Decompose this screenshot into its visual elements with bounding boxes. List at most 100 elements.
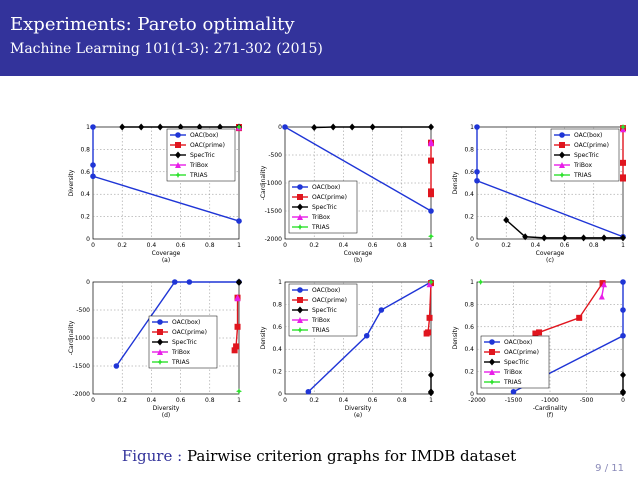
legend-label: TriBox [573, 162, 593, 169]
x-tick-label: 0.2 [117, 397, 127, 404]
legend-label: OAC(prime) [312, 194, 347, 201]
series-oac-box- [90, 124, 242, 224]
legend-label: SpecTric [190, 152, 215, 159]
data-point [138, 123, 145, 131]
y-axis-label: Density [452, 171, 459, 194]
series-tribox [426, 281, 433, 288]
legend-label: TRIAS [573, 172, 592, 179]
legend: OAC(box) OAC(prime) SpecTric TriBox TRIAS [166, 128, 236, 182]
y-axis-label: Density [260, 326, 267, 349]
x-tick-label: 0.6 [368, 397, 378, 404]
series-oac-box- [282, 124, 434, 214]
legend-marker [297, 214, 303, 220]
y-tick-label: 0.6 [80, 169, 90, 176]
data-point [620, 124, 626, 130]
y-tick-label: 0 [470, 391, 474, 398]
legend-marker [297, 184, 303, 190]
legend-label: SpecTric [172, 339, 197, 346]
x-tick-label: 0.4 [339, 397, 349, 404]
series-trias [428, 279, 434, 285]
legend-marker [297, 327, 303, 333]
series-line [476, 127, 624, 238]
x-tick-label: 0.4 [339, 242, 349, 249]
legend-marker [157, 319, 163, 325]
legend-marker [157, 329, 163, 335]
data-point [477, 279, 484, 285]
data-point [428, 279, 434, 285]
figure-caption: Figure : Pairwise criterion graphs for I… [0, 447, 638, 465]
series-trias [428, 233, 434, 240]
legend-marker [297, 297, 303, 303]
data-point [598, 293, 605, 300]
legend-label: TriBox [311, 317, 331, 324]
series-trias [236, 124, 242, 130]
series-line [513, 282, 624, 393]
chart-panel-c: 0 0.2 0.4 0.6 0.8 1 0 0.2 0.4 0.6 0.8 1 Coverage(c) D… [452, 124, 626, 264]
series-tribox [428, 138, 434, 147]
data-point [113, 363, 120, 369]
series-spectric [503, 216, 626, 242]
series-oac-box- [510, 279, 626, 395]
legend-label: TriBox [189, 162, 209, 169]
x-tick-label: 0.2 [309, 242, 319, 249]
legend: OAC(box) OAC(prime) SpecTric TriBox TRIAS [480, 335, 550, 389]
x-tick-label: 0.6 [176, 397, 186, 404]
data-point [428, 191, 434, 198]
data-point [541, 234, 548, 242]
legend-marker [297, 287, 303, 293]
legend-label: OAC(box) [574, 132, 602, 139]
data-point [599, 280, 606, 287]
legend-marker [489, 379, 495, 385]
x-axis-label: -Cardinality [533, 405, 568, 412]
data-point [428, 389, 434, 397]
data-point [536, 329, 543, 336]
series-line [115, 281, 239, 367]
y-tick-label: -1500 [265, 208, 283, 215]
x-axis-label: Diversity [153, 405, 180, 412]
data-point [474, 124, 480, 130]
data-point [428, 157, 434, 164]
y-tick-label: 0 [470, 236, 474, 243]
data-point [234, 323, 241, 330]
x-axis-label: Coverage [344, 250, 373, 257]
panel-label: (d) [162, 412, 171, 419]
x-tick-label: -2000 [468, 397, 486, 404]
data-point [428, 233, 434, 240]
legend-label: OAC(box) [190, 132, 218, 139]
data-point [426, 314, 433, 321]
data-point [426, 281, 433, 288]
y-tick-label: 0.8 [464, 301, 474, 308]
x-tick-label: 1 [621, 242, 625, 249]
legend-marker [297, 194, 303, 200]
y-tick-label: -1000 [73, 335, 91, 342]
panel-label: (c) [546, 257, 554, 264]
legend-marker [297, 203, 303, 211]
legend-label: TriBox [311, 214, 331, 221]
x-tick-label: 0.4 [147, 242, 157, 249]
legend-label: TriBox [171, 349, 191, 356]
data-point [532, 330, 539, 337]
chart-panel-d: 0 0.2 0.4 0.6 0.8 1 -2000 -1500 -1000 -500 0 Divers… [68, 278, 242, 419]
y-tick-label: -1000 [265, 180, 283, 187]
chart-panel-f: -2000 -1500 -1000 -500 0 0 0.2 0.4 0.6 0.8 1 -Cardi… [452, 279, 626, 419]
data-point [503, 216, 510, 224]
data-point [620, 371, 626, 379]
series-spectric [311, 123, 434, 132]
data-point [428, 371, 434, 379]
data-point [474, 177, 480, 184]
data-point [428, 140, 434, 147]
x-tick-label: 0 [475, 242, 479, 249]
y-axis-label: -Cardinality [260, 165, 267, 200]
data-point [561, 234, 568, 242]
y-tick-label: 1 [278, 279, 282, 286]
x-tick-label: 0 [621, 397, 625, 404]
data-point [157, 123, 164, 131]
data-point [186, 279, 193, 285]
x-tick-label: -500 [580, 397, 594, 404]
chart-panel-e: 0 0.2 0.4 0.6 0.8 1 0 0.2 0.4 0.6 0.8 1 Diversity(e)… [260, 279, 434, 419]
series-spectric [428, 371, 434, 397]
x-tick-label: 0 [283, 242, 287, 249]
legend-marker [175, 142, 181, 148]
data-point [378, 307, 385, 313]
series-tribox [598, 281, 608, 300]
